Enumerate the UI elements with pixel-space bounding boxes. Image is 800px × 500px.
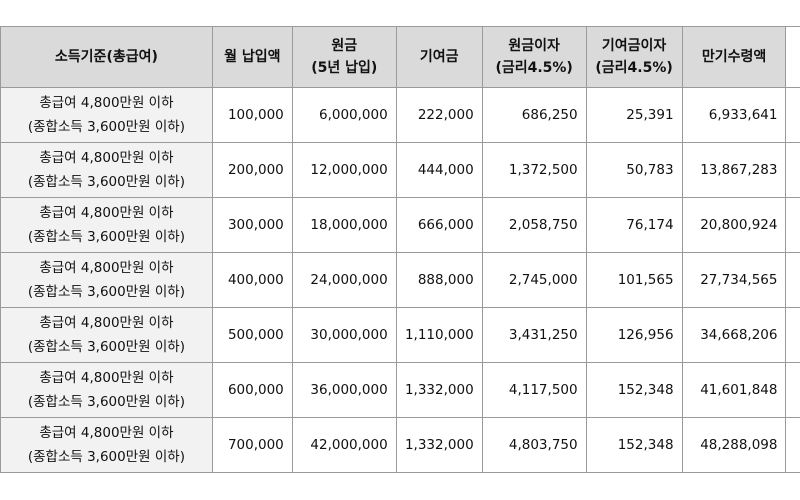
header-edge-cell <box>785 26 800 88</box>
header-text: 월 납입액 <box>224 49 281 65</box>
header-text: 소득기준(총급여) <box>54 49 158 65</box>
table-row: 총급여 4,800만원 이하 (종합소득 3,600만원 이하) 300,000 18… <box>0 197 800 253</box>
income-basis-text: 총급여 4,800만원 이하 <box>39 315 174 331</box>
row-edge-cell <box>785 307 800 363</box>
cell-principal-interest: 4,117,500 <box>481 362 587 418</box>
cell-maturity-amount: 27,734,565 <box>681 252 787 308</box>
header-maturity-amount: 만기수령액 <box>681 26 787 88</box>
cell-principal: 42,000,000 <box>291 417 397 473</box>
header-contribution-interest: 기여금이자 (금리4.5%) <box>585 26 683 88</box>
header-text: 만기수령액 <box>701 49 767 65</box>
header-row: 소득기준(총급여) 월 납입액 원금 (5년 납입) 기여금 원금이자 (금리4.5%) 기여… <box>0 26 800 88</box>
cell-contribution-interest: 101,565 <box>585 252 683 308</box>
cell-contribution: 1,110,000 <box>395 307 483 363</box>
table-row: 총급여 4,800만원 이하 (종합소득 3,600만원 이하) 200,000 12… <box>0 142 800 198</box>
cell-monthly-payment: 700,000 <box>211 417 293 473</box>
cell-maturity-amount: 13,867,283 <box>681 142 787 198</box>
row-edge-cell <box>785 87 800 143</box>
table-row: 총급여 4,800만원 이하 (종합소득 3,600만원 이하) 500,000 30… <box>0 307 800 363</box>
cell-income-basis: 총급여 4,800만원 이하 (종합소득 3,600만원 이하) <box>0 87 213 143</box>
table-body: 총급여 4,800만원 이하 (종합소득 3,600만원 이하) 100,000 6,… <box>0 87 800 473</box>
cell-principal-interest: 2,745,000 <box>481 252 587 308</box>
cell-contribution: 666,000 <box>395 197 483 253</box>
header-text: (금리4.5%) <box>495 60 573 76</box>
cell-maturity-amount: 41,601,848 <box>681 362 787 418</box>
cell-contribution-interest: 152,348 <box>585 417 683 473</box>
cell-principal: 18,000,000 <box>291 197 397 253</box>
cell-contribution: 1,332,000 <box>395 417 483 473</box>
income-basis-text: (종합소득 3,600만원 이하) <box>27 449 185 465</box>
header-income-basis: 소득기준(총급여) <box>0 26 213 88</box>
cell-contribution-interest: 25,391 <box>585 87 683 143</box>
cell-principal: 6,000,000 <box>291 87 397 143</box>
table-row: 총급여 4,800만원 이하 (종합소득 3,600만원 이하) 700,000 42… <box>0 417 800 473</box>
income-basis-text: 총급여 4,800만원 이하 <box>39 370 174 386</box>
header-text: 원금 <box>331 38 358 54</box>
cell-contribution: 222,000 <box>395 87 483 143</box>
cell-income-basis: 총급여 4,800만원 이하 (종합소득 3,600만원 이하) <box>0 252 213 308</box>
income-basis-text: (종합소득 3,600만원 이하) <box>27 284 185 300</box>
income-basis-text: 총급여 4,800만원 이하 <box>39 425 174 441</box>
row-edge-cell <box>785 142 800 198</box>
header-monthly-payment: 월 납입액 <box>211 26 293 88</box>
cell-contribution-interest: 50,783 <box>585 142 683 198</box>
cell-monthly-payment: 300,000 <box>211 197 293 253</box>
cell-principal-interest: 2,058,750 <box>481 197 587 253</box>
header-text: (5년 납입) <box>311 60 378 76</box>
cell-monthly-payment: 400,000 <box>211 252 293 308</box>
header-text: (금리4.5%) <box>595 60 673 76</box>
cell-monthly-payment: 600,000 <box>211 362 293 418</box>
cell-income-basis: 총급여 4,800만원 이하 (종합소득 3,600만원 이하) <box>0 417 213 473</box>
table-row: 총급여 4,800만원 이하 (종합소득 3,600만원 이하) 100,000 6,… <box>0 87 800 143</box>
cell-contribution-interest: 76,174 <box>585 197 683 253</box>
row-edge-cell <box>785 197 800 253</box>
cell-income-basis: 총급여 4,800만원 이하 (종합소득 3,600만원 이하) <box>0 197 213 253</box>
cell-income-basis: 총급여 4,800만원 이하 (종합소득 3,600만원 이하) <box>0 307 213 363</box>
income-basis-text: (종합소득 3,600만원 이하) <box>27 394 185 410</box>
cell-principal-interest: 3,431,250 <box>481 307 587 363</box>
income-basis-text: 총급여 4,800만원 이하 <box>39 260 174 276</box>
row-edge-cell <box>785 417 800 473</box>
income-basis-text: 총급여 4,800만원 이하 <box>39 95 174 111</box>
income-basis-text: 총급여 4,800만원 이하 <box>39 150 174 166</box>
cell-monthly-payment: 500,000 <box>211 307 293 363</box>
cell-maturity-amount: 6,933,641 <box>681 87 787 143</box>
cell-principal: 36,000,000 <box>291 362 397 418</box>
cell-income-basis: 총급여 4,800만원 이하 (종합소득 3,600만원 이하) <box>0 362 213 418</box>
cell-monthly-payment: 200,000 <box>211 142 293 198</box>
row-edge-cell <box>785 362 800 418</box>
header-text: 기여금 <box>419 49 459 65</box>
income-basis-text: (종합소득 3,600만원 이하) <box>27 229 185 245</box>
cell-maturity-amount: 48,288,098 <box>681 417 787 473</box>
income-basis-text: 총급여 4,800만원 이하 <box>39 205 174 221</box>
income-basis-text: (종합소득 3,600만원 이하) <box>27 174 185 190</box>
cell-principal: 12,000,000 <box>291 142 397 198</box>
cell-contribution-interest: 126,956 <box>585 307 683 363</box>
savings-table: 소득기준(총급여) 월 납입액 원금 (5년 납입) 기여금 원금이자 (금리4.5%) 기여… <box>0 26 800 473</box>
cell-maturity-amount: 34,668,206 <box>681 307 787 363</box>
header-principal-interest: 원금이자 (금리4.5%) <box>481 26 587 88</box>
cell-principal: 30,000,000 <box>291 307 397 363</box>
cell-income-basis: 총급여 4,800만원 이하 (종합소득 3,600만원 이하) <box>0 142 213 198</box>
cell-principal: 24,000,000 <box>291 252 397 308</box>
row-edge-cell <box>785 252 800 308</box>
cell-principal-interest: 4,803,750 <box>481 417 587 473</box>
header-text: 기여금이자 <box>601 38 667 54</box>
cell-contribution: 444,000 <box>395 142 483 198</box>
cell-contribution: 1,332,000 <box>395 362 483 418</box>
cell-contribution: 888,000 <box>395 252 483 308</box>
table-row: 총급여 4,800만원 이하 (종합소득 3,600만원 이하) 600,000 36… <box>0 362 800 418</box>
header-contribution: 기여금 <box>395 26 483 88</box>
cell-principal-interest: 1,372,500 <box>481 142 587 198</box>
cell-maturity-amount: 20,800,924 <box>681 197 787 253</box>
cell-monthly-payment: 100,000 <box>211 87 293 143</box>
cell-principal-interest: 686,250 <box>481 87 587 143</box>
cell-contribution-interest: 152,348 <box>585 362 683 418</box>
income-basis-text: (종합소득 3,600만원 이하) <box>27 119 185 135</box>
table-row: 총급여 4,800만원 이하 (종합소득 3,600만원 이하) 400,000 24… <box>0 252 800 308</box>
income-basis-text: (종합소득 3,600만원 이하) <box>27 339 185 355</box>
table-container: 소득기준(총급여) 월 납입액 원금 (5년 납입) 기여금 원금이자 (금리4.5%) 기여… <box>0 26 800 473</box>
header-text: 원금이자 <box>508 38 560 54</box>
header-principal: 원금 (5년 납입) <box>291 26 397 88</box>
